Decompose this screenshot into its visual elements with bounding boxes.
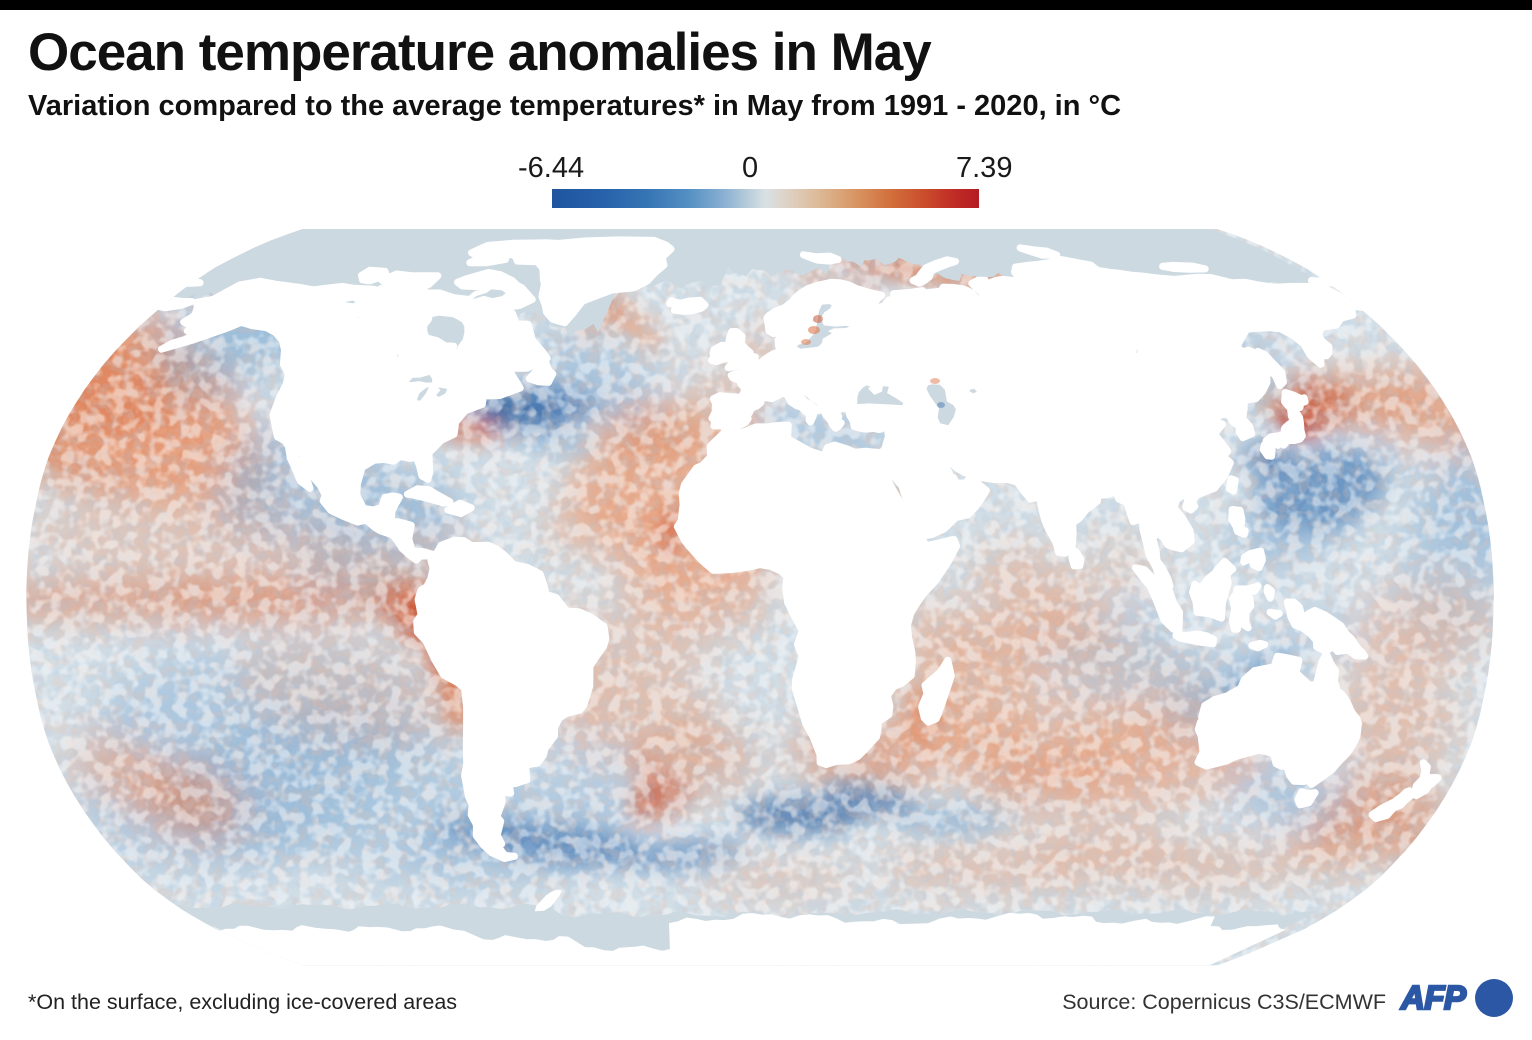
svg-text:AFP: AFP	[1400, 979, 1467, 1016]
